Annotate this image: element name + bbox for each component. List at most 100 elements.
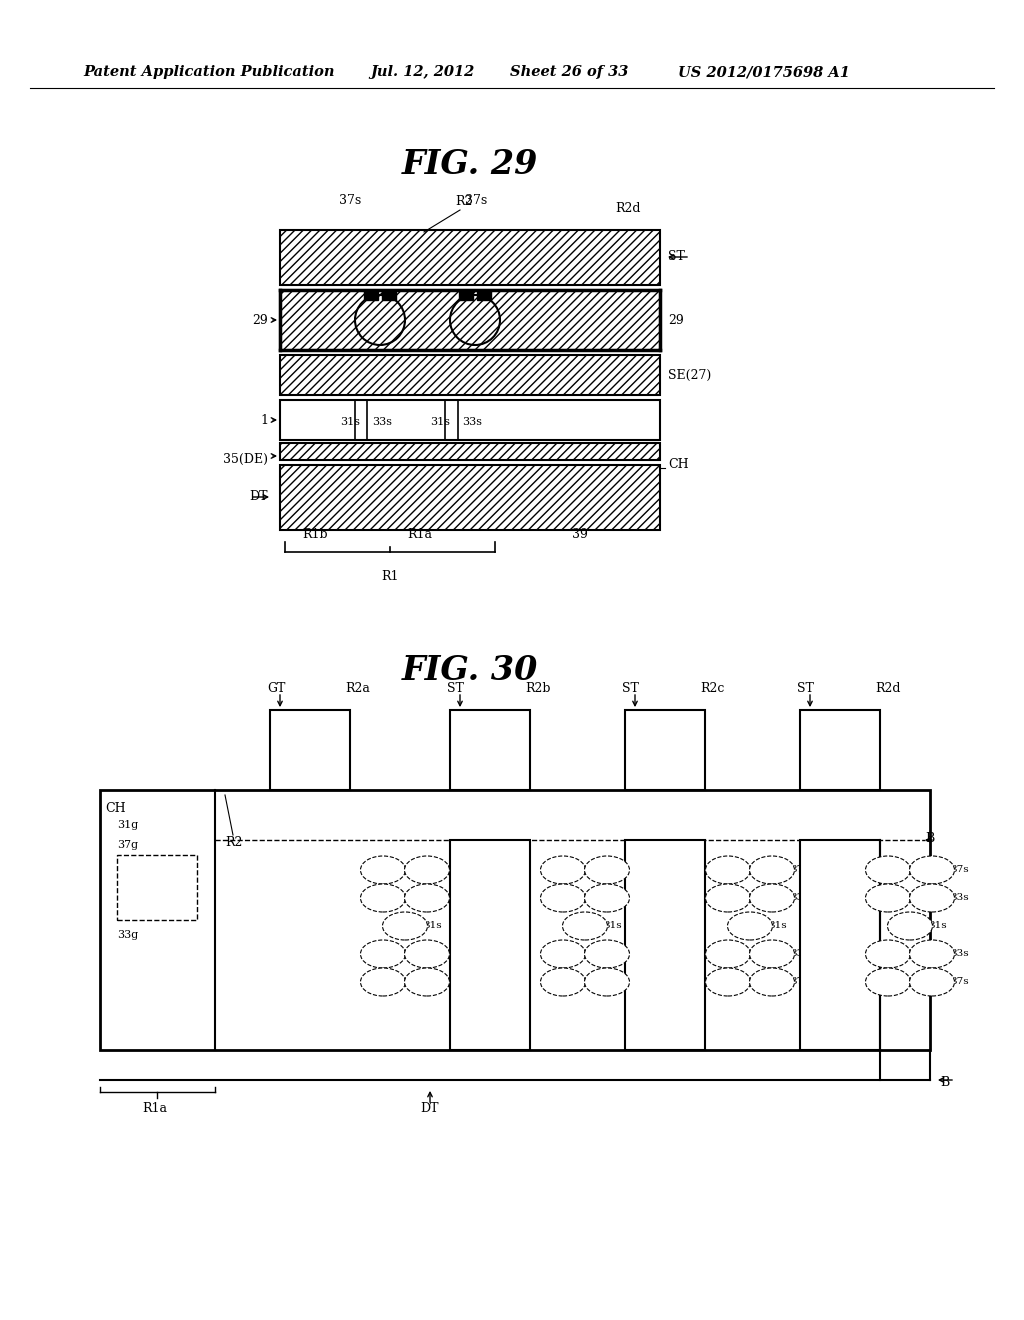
Bar [280, 465, 660, 531]
Bar [280, 230, 660, 285]
Ellipse shape [585, 968, 630, 997]
Ellipse shape [706, 968, 751, 997]
Text: CH: CH [105, 801, 126, 814]
Ellipse shape [909, 968, 954, 997]
Text: R2d: R2d [615, 202, 640, 214]
Ellipse shape [750, 968, 795, 997]
Bar [800, 710, 880, 789]
Text: R1a: R1a [408, 528, 432, 540]
Text: ST: ST [447, 681, 464, 694]
Bar [800, 840, 880, 1049]
Text: R2a: R2a [345, 681, 370, 694]
Circle shape [450, 294, 500, 345]
Text: 35(DE): 35(DE) [223, 453, 268, 466]
Text: 31s: 31s [768, 921, 786, 931]
Text: FIG. 29: FIG. 29 [401, 149, 539, 181]
Text: DT: DT [250, 491, 268, 503]
Ellipse shape [706, 855, 751, 884]
Text: R2: R2 [455, 195, 472, 209]
Text: 31s: 31s [603, 921, 622, 931]
Text: 37s: 37s [625, 978, 644, 986]
Text: R2: R2 [225, 836, 243, 849]
Ellipse shape [404, 968, 450, 997]
Ellipse shape [909, 884, 954, 912]
Text: 37s: 37s [581, 866, 600, 874]
Text: DT: DT [421, 1101, 439, 1114]
Text: 37s: 37s [339, 194, 361, 206]
Text: FIG. 30: FIG. 30 [401, 653, 539, 686]
Bar [100, 789, 930, 1049]
Ellipse shape [404, 940, 450, 968]
Bar [382, 290, 396, 300]
Text: R2c: R2c [700, 681, 724, 694]
Text: GT: GT [267, 681, 286, 694]
Text: 33s: 33s [401, 894, 420, 903]
Ellipse shape [360, 968, 406, 997]
Bar [625, 710, 705, 789]
Ellipse shape [383, 912, 427, 940]
Text: 1: 1 [260, 413, 268, 426]
Ellipse shape [541, 855, 586, 884]
Ellipse shape [404, 884, 450, 912]
Text: 31s: 31s [430, 417, 450, 426]
Ellipse shape [888, 912, 933, 940]
Ellipse shape [585, 855, 630, 884]
Text: 37s: 37s [950, 978, 969, 986]
Ellipse shape [706, 940, 751, 968]
Ellipse shape [865, 968, 910, 997]
Text: 33s: 33s [581, 949, 600, 958]
Text: CH: CH [668, 458, 688, 471]
Text: R1: R1 [381, 570, 398, 583]
Ellipse shape [750, 940, 795, 968]
Circle shape [355, 294, 406, 345]
Bar [270, 710, 350, 789]
Text: 37s: 37s [790, 978, 809, 986]
Ellipse shape [706, 884, 751, 912]
Text: B: B [925, 832, 934, 845]
Text: US 2012/0175698 A1: US 2012/0175698 A1 [678, 65, 850, 79]
Text: 33s: 33s [746, 894, 765, 903]
Ellipse shape [865, 940, 910, 968]
Text: 37s: 37s [906, 866, 925, 874]
Text: B: B [940, 1076, 949, 1089]
Bar [450, 840, 530, 1049]
Text: Patent Application Publication: Patent Application Publication [83, 65, 335, 79]
Text: 37s: 37s [746, 866, 765, 874]
Ellipse shape [541, 884, 586, 912]
Text: 37s: 37s [465, 194, 487, 206]
Text: 33s: 33s [625, 949, 644, 958]
Text: 33s: 33s [790, 894, 809, 903]
Bar [625, 840, 705, 1049]
Text: 37s: 37s [746, 978, 765, 986]
Text: 33s: 33s [950, 894, 969, 903]
Text: 37s: 37s [581, 978, 600, 986]
Text: 29: 29 [252, 314, 268, 326]
Text: 37s: 37s [445, 866, 464, 874]
Text: 39: 39 [572, 528, 588, 540]
Ellipse shape [541, 940, 586, 968]
Bar [477, 290, 490, 300]
Text: 37s: 37s [401, 978, 420, 986]
Text: 37s: 37s [401, 866, 420, 874]
Text: 31s: 31s [928, 921, 946, 931]
Bar [280, 400, 660, 440]
Text: 29: 29 [668, 314, 684, 326]
Text: 31s: 31s [340, 417, 360, 426]
Bar [280, 355, 660, 395]
Ellipse shape [727, 912, 772, 940]
Ellipse shape [750, 884, 795, 912]
Text: 31g: 31g [117, 820, 138, 830]
Text: 31s: 31s [423, 921, 441, 931]
Text: R1a: R1a [142, 1101, 168, 1114]
Ellipse shape [541, 968, 586, 997]
Text: 33s: 33s [906, 894, 925, 903]
Bar [280, 444, 660, 459]
Text: 33s: 33s [445, 949, 464, 958]
Text: 33s: 33s [581, 894, 600, 903]
Text: ST: ST [668, 251, 685, 264]
Text: 37s: 37s [950, 866, 969, 874]
Ellipse shape [909, 855, 954, 884]
Text: 33s: 33s [790, 949, 809, 958]
Ellipse shape [750, 855, 795, 884]
Ellipse shape [360, 855, 406, 884]
